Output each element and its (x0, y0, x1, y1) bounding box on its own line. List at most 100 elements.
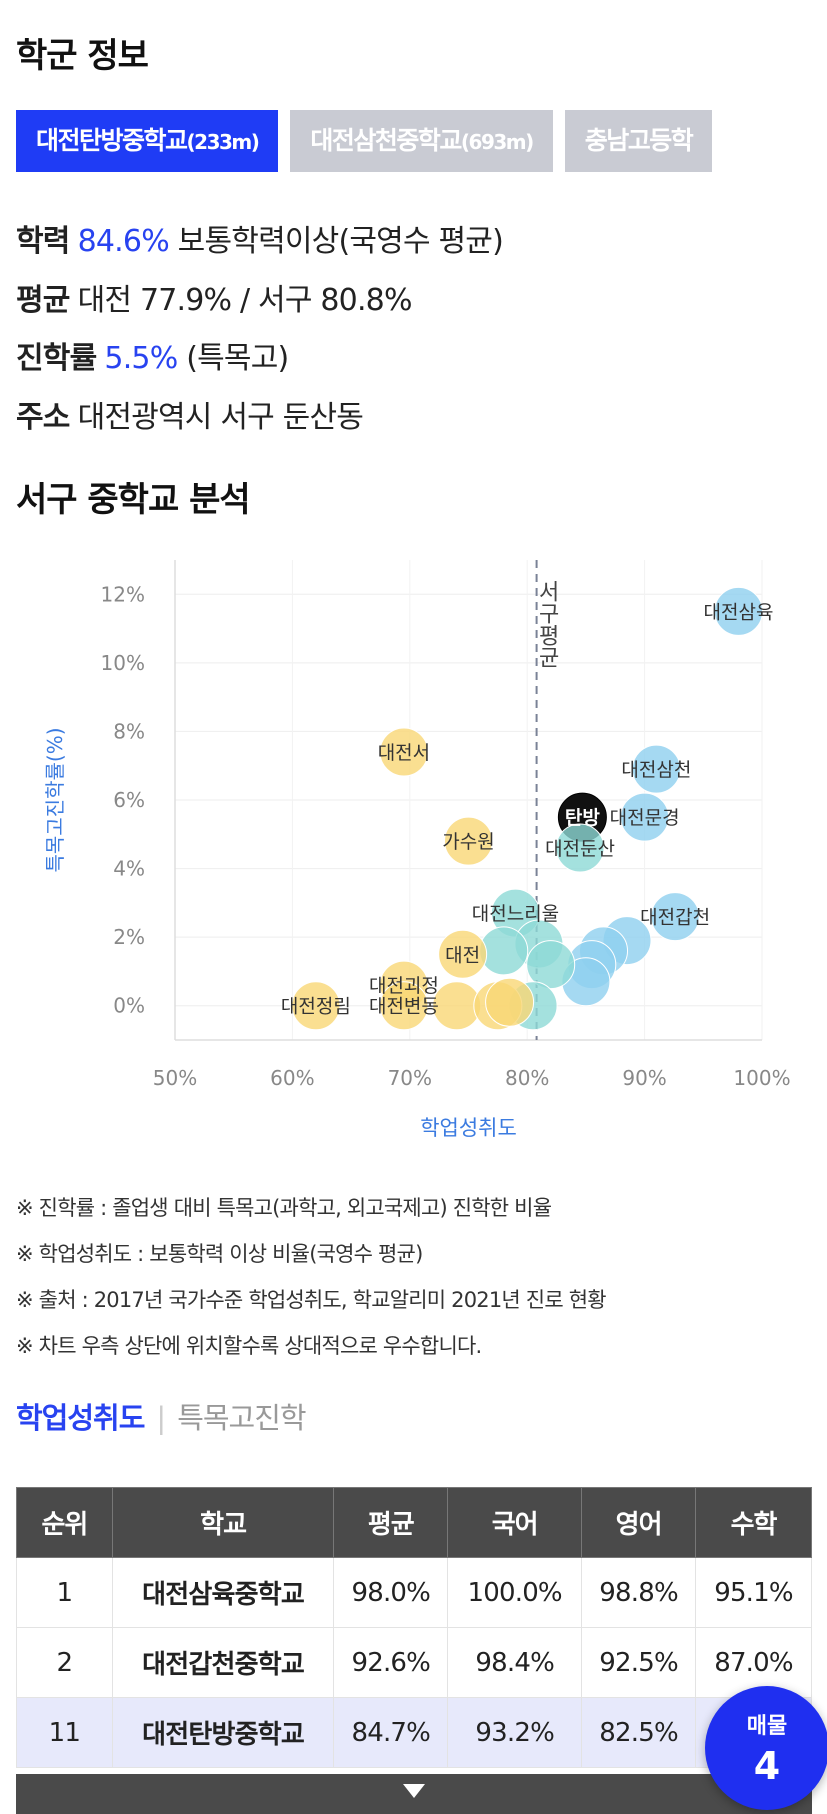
data-point (379, 727, 429, 777)
x-tick-label: 100% (733, 1066, 790, 1090)
data-point (291, 981, 341, 1031)
data-point (631, 744, 681, 794)
rate-label: 진학률 (16, 341, 97, 376)
average-label: 평균 (16, 283, 70, 318)
note-item: ※ 출처 : 2017년 국가수준 학업성취도, 학교알리미 2021년 진로 … (16, 1288, 607, 1312)
rate-desc: (특목고) (186, 341, 289, 376)
tab-school-1[interactable]: 대전탄방중학교(233m) (16, 110, 279, 172)
data-point (438, 929, 488, 979)
subtab-divider: | (156, 1401, 166, 1435)
data-point (620, 792, 670, 842)
tab-special-high[interactable]: 특목고진학 (177, 1401, 306, 1435)
data-point (444, 816, 493, 866)
tab-school-2[interactable]: 대전삼천중학교(693m) (290, 110, 553, 172)
data-point-label: 대전정림 (281, 996, 351, 1018)
data-point (714, 586, 764, 636)
data-point-label: 대전 (445, 944, 480, 966)
x-tick-label: 50% (153, 1066, 197, 1090)
table-row[interactable]: 1 대전삼육중학교 98.0% 100.0% 98.8% 95.1% (16, 1557, 812, 1628)
data-point (526, 940, 576, 990)
cell-school: 대전갑천중학교 (111, 1627, 335, 1698)
note-item: ※ 차트 우측 상단에 위치할수록 상대적으로 우수합니다. (16, 1334, 482, 1358)
y-tick-label: 12% (101, 582, 145, 606)
cell-math: 95.1% (695, 1557, 812, 1628)
ranking-subtabs: 학업성취도 | 특목고진학 (16, 1395, 307, 1437)
data-point-label: 가수원 (442, 831, 494, 853)
cell-english: 92.5% (581, 1627, 697, 1698)
tab-school-distance: (233m) (186, 130, 260, 154)
x-axis-label: 학업성취도 (420, 1116, 517, 1140)
tab-school-3[interactable]: 충남고등학 (564, 110, 713, 172)
tab-school-name: 대전탄방중학교 (36, 126, 188, 155)
cell-rank: 1 (16, 1557, 113, 1628)
data-point-label: 대전느리울 (472, 903, 559, 925)
listings-fab-button[interactable]: 매물 4 (705, 1686, 827, 1810)
data-point (650, 892, 700, 942)
cell-math: 87.0% (695, 1627, 812, 1698)
rate-value: 5.5% (104, 341, 178, 376)
data-point-label: 대전서 (378, 742, 430, 764)
data-point-label: 대전삼육 (704, 601, 774, 623)
expand-table-button[interactable] (16, 1774, 812, 1814)
header-korean: 국어 (447, 1487, 583, 1558)
data-point (379, 981, 429, 1031)
cell-school: 대전삼육중학교 (111, 1557, 335, 1628)
x-tick-label: 80% (505, 1066, 549, 1090)
y-tick-label: 0% (113, 994, 145, 1018)
table-header-row: 순위 학교 평균 국어 영어 수학 (16, 1487, 812, 1558)
tab-school-name: 대전삼천중학교 (310, 126, 462, 155)
data-point-label: 대전문경 (610, 807, 680, 829)
data-point-label: 대전갑천 (640, 907, 710, 929)
average-reference-label: 서구평균 (534, 580, 559, 668)
y-tick-label: 8% (113, 719, 145, 743)
y-tick-label: 2% (113, 925, 145, 949)
header-english: 영어 (581, 1487, 697, 1558)
chevron-down-icon (403, 1784, 425, 1798)
fab-count: 4 (753, 1744, 781, 1788)
x-tick-label: 70% (388, 1066, 432, 1090)
info-rate: 진학률 5.5% (특목고) (16, 333, 289, 377)
school-info-title: 학군 정보 (16, 36, 149, 76)
school-tabs: 대전탄방중학교(233m) 대전삼천중학교(693m) 충남고등학 (16, 110, 806, 172)
academic-label: 학력 (16, 224, 70, 259)
tab-school-distance: (693m) (460, 130, 534, 154)
address-label: 주소 (16, 400, 70, 435)
academic-value: 84.6% (77, 224, 170, 259)
cell-rank: 2 (16, 1627, 113, 1698)
x-tick-label: 90% (622, 1066, 666, 1090)
data-point-label: 탄방 (565, 807, 600, 829)
header-school: 학교 (111, 1487, 335, 1558)
cell-rank: 11 (16, 1697, 113, 1768)
data-point (485, 977, 535, 1027)
average-value: 대전 77.9% / 서구 80.8% (77, 283, 413, 318)
analysis-title: 서구 중학교 분석 (16, 480, 251, 520)
table-row[interactable]: 2 대전갑천중학교 92.6% 98.4% 92.5% 87.0% (16, 1627, 812, 1698)
info-address: 주소 대전광역시 서구 둔산동 (16, 392, 364, 436)
header-math: 수학 (695, 1487, 812, 1558)
data-point-label: 대전삼천 (621, 759, 691, 781)
data-point-label: 대전변동 (369, 996, 439, 1018)
data-point (555, 823, 605, 873)
data-point-label: 대전괴정 (369, 975, 439, 997)
scatter-chart: 0% 2% 4% 6% 8% 10% 12% 50% 60% 70% 80% 90% 100% 학업성취도… (43, 560, 791, 1140)
data-point-label: 대전둔산 (545, 838, 615, 860)
cell-school: 대전탄방중학교 (111, 1697, 335, 1768)
ranking-table: 순위 학교 평균 국어 영어 수학 1 대전삼육중학교 98.0% 100.0%… (16, 1487, 812, 1768)
data-point (479, 926, 529, 976)
y-tick-label: 6% (113, 788, 145, 812)
header-average: 평균 (333, 1487, 449, 1558)
tab-school-name: 충남고등학 (584, 126, 694, 155)
cell-korean: 100.0% (447, 1557, 583, 1628)
cell-english: 98.8% (581, 1557, 697, 1628)
table-row-current[interactable]: 11 대전탄방중학교 84.7% 93.2% 82.5% (16, 1697, 812, 1768)
cell-english: 82.5% (581, 1697, 697, 1768)
info-average: 평균 대전 77.9% / 서구 80.8% (16, 275, 412, 319)
cell-korean: 93.2% (447, 1697, 583, 1768)
cell-average: 92.6% (333, 1627, 449, 1698)
analysis-notes: ※ 진학률 : 졸업생 대비 특목고(과학고, 외고국제고) 진학한 비율 ※ … (16, 1185, 607, 1369)
y-axis-label: 특목고진학률(%) (43, 727, 67, 872)
info-academic: 학력 84.6% 보통학력이상(국영수 평균) (16, 216, 504, 260)
tab-academic[interactable]: 학업성취도 (16, 1401, 145, 1435)
cell-average: 98.0% (333, 1557, 449, 1628)
y-tick-label: 10% (101, 651, 145, 675)
